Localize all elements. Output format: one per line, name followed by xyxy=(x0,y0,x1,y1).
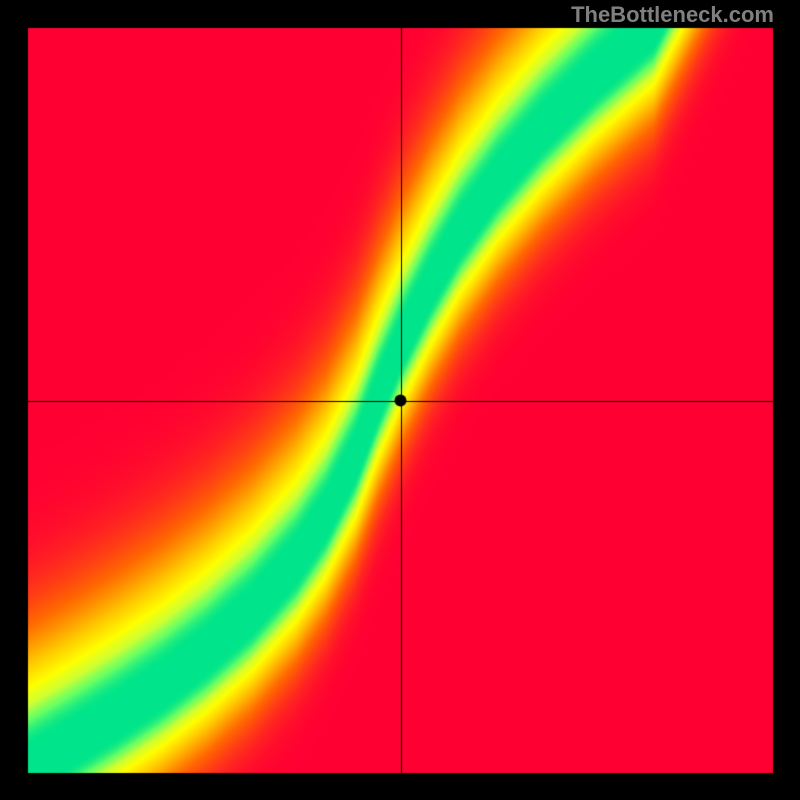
chart-container: TheBottleneck.com xyxy=(0,0,800,800)
watermark-text: TheBottleneck.com xyxy=(571,2,774,28)
bottleneck-heatmap xyxy=(0,0,800,800)
